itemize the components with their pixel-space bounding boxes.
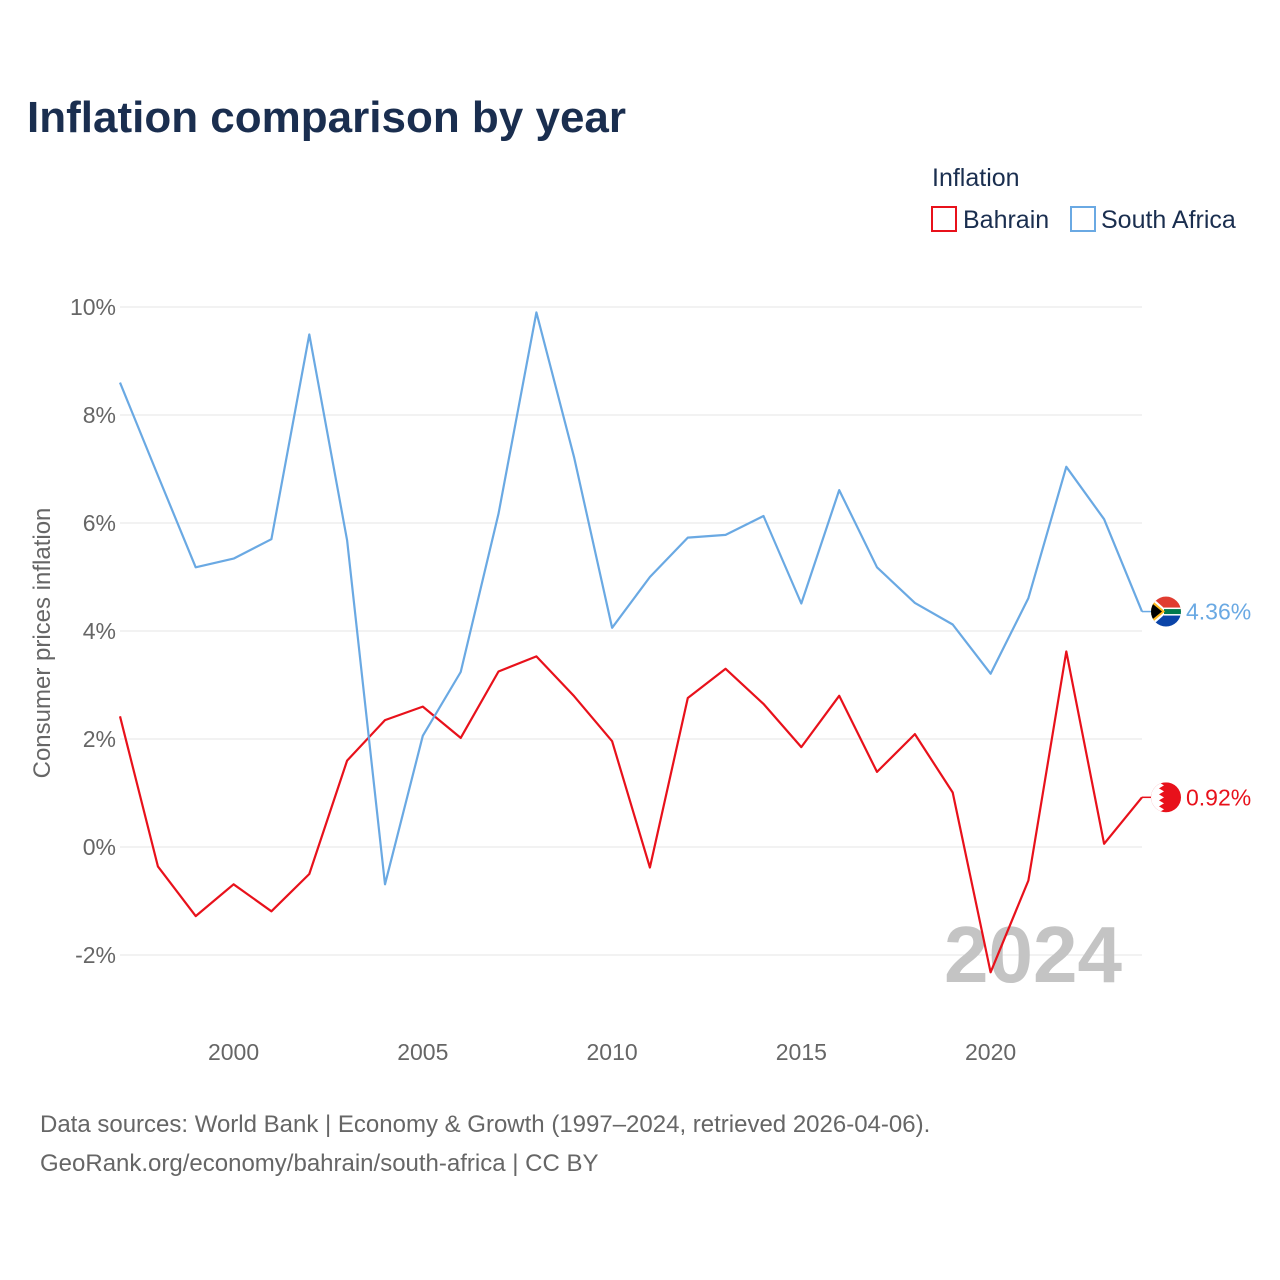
legend-item-bahrain[interactable]: Bahrain xyxy=(931,206,1049,234)
end-label-south-africa: 4.36% xyxy=(1186,599,1251,625)
x-tick-label: 2015 xyxy=(776,1039,827,1065)
bahrain-flag-icon xyxy=(1151,782,1181,813)
south-africa-flag-icon xyxy=(1151,596,1181,627)
x-tick-label: 2005 xyxy=(397,1039,448,1065)
series xyxy=(118,311,1144,974)
x-axis-ticks: 2000 2005 2010 2015 2020 xyxy=(208,1039,1016,1065)
y-tick-label: 0% xyxy=(83,834,116,860)
source-line-2[interactable]: GeoRank.org/economy/bahrain/south-africa… xyxy=(40,1150,599,1177)
legend-swatch-bahrain xyxy=(931,206,957,232)
chart-title: Inflation comparison by year xyxy=(27,93,626,142)
y-tick-label: 4% xyxy=(83,618,116,644)
x-tick-label: 2000 xyxy=(208,1039,259,1065)
source-line-1: Data sources: World Bank | Economy & Gro… xyxy=(40,1111,930,1138)
y-tick-label: 10% xyxy=(70,294,116,320)
legend-swatch-south-africa xyxy=(1070,206,1096,232)
series-line-bahrain[interactable] xyxy=(118,650,1143,974)
legend-label-bahrain: Bahrain xyxy=(963,206,1049,234)
grid xyxy=(120,306,1142,956)
x-tick-label: 2020 xyxy=(965,1039,1016,1065)
x-tick-label: 2010 xyxy=(586,1039,637,1065)
y-axis-ticks: -2% 0% 2% 4% 6% 8% 10% xyxy=(70,294,116,968)
y-tick-label: 6% xyxy=(83,510,116,536)
y-tick-label: -2% xyxy=(75,942,116,968)
legend-label-south-africa: South Africa xyxy=(1101,206,1236,234)
end-label-bahrain: 0.92% xyxy=(1186,784,1251,810)
year-watermark: 2024 xyxy=(944,910,1122,999)
legend: Inflation Bahrain South Africa xyxy=(931,164,1236,234)
y-tick-label: 8% xyxy=(83,402,116,428)
legend-item-south-africa[interactable]: South Africa xyxy=(1070,206,1236,234)
end-labels: 0.92% 4.36% xyxy=(1142,596,1251,813)
series-line-south-africa[interactable] xyxy=(118,311,1144,886)
y-tick-label: 2% xyxy=(83,726,116,752)
legend-title: Inflation xyxy=(932,164,1020,192)
y-axis-label: Consumer prices inflation xyxy=(29,508,56,779)
